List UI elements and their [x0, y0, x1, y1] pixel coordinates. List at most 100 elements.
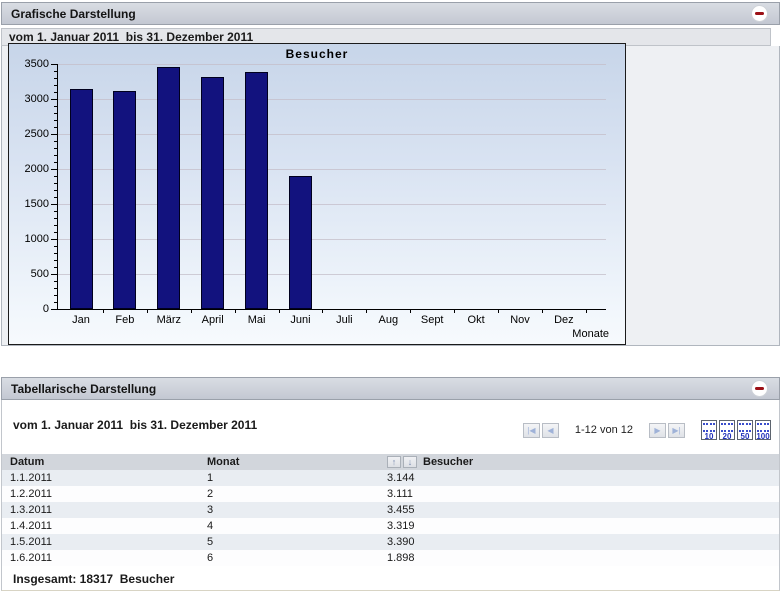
- x-axis-label-aug: Aug: [378, 314, 399, 326]
- table-panel-header: Tabellarische Darstellung: [1, 377, 780, 400]
- x-boundary-tick: [454, 309, 456, 313]
- y-minor-tick: [54, 288, 57, 289]
- y-minor-tick: [54, 232, 57, 233]
- grid-rows-icon: [757, 423, 769, 432]
- y-major-tick: [51, 64, 57, 65]
- x-boundary-tick: [498, 309, 500, 313]
- y-minor-tick: [54, 113, 57, 114]
- table-row: 1.1.2011 1 3.144: [2, 470, 779, 486]
- x-boundary-tick: [234, 309, 236, 313]
- cell-monat: 1: [207, 472, 214, 484]
- cell-datum: 1.1.2011: [10, 472, 53, 484]
- x-boundary-tick: [278, 309, 280, 313]
- graph-panel-body: Besucher Monate 0 500 1000 1500 2000 2500 3000…: [1, 43, 780, 346]
- pagination-forward-group: ▶ ▶|: [649, 422, 685, 438]
- graph-panel-title: Grafische Darstellung: [11, 6, 136, 21]
- pagination: |◀ ◀ 1-12 von 12 ▶ ▶| 10 20 50 100: [522, 420, 771, 441]
- page-size-button-10[interactable]: 10: [701, 420, 717, 441]
- table-row: 1.3.2011 3 3.455: [2, 502, 779, 518]
- table-header-row: Datum Monat ↑ ↓ Besucher: [2, 454, 779, 470]
- sort-descending-icon: ↓: [407, 457, 413, 467]
- table-panel-minimize-button[interactable]: [751, 380, 768, 397]
- table-date-range: vom 1. Januar 2011 bis 31. Dezember 2011: [13, 418, 258, 432]
- sort-ascending-button[interactable]: ↑: [387, 456, 401, 468]
- chart-xaxis-label: Monate: [572, 328, 609, 340]
- y-minor-tick: [54, 71, 57, 72]
- chart-title: Besucher: [285, 47, 349, 61]
- x-axis-label-sept: Sept: [420, 314, 444, 326]
- table-row: 1.6.2011 6 1.898: [2, 550, 779, 566]
- page-size-label: 20: [722, 432, 732, 441]
- y-major-tick: [51, 239, 57, 240]
- page-size-group: 10 20 50 100: [701, 420, 771, 441]
- cell-besucher: 3.319: [387, 520, 415, 532]
- bar-jan: [69, 89, 93, 309]
- grid-rows-icon: [739, 423, 751, 432]
- y-minor-tick: [54, 148, 57, 149]
- minus-icon: [755, 387, 764, 390]
- x-axis-line: [57, 309, 606, 310]
- x-boundary-tick: [146, 309, 148, 313]
- gridline: [57, 204, 606, 205]
- y-minor-tick: [54, 295, 57, 296]
- page-size-label: 10: [704, 432, 714, 441]
- column-header-besucher: Besucher: [423, 456, 474, 468]
- table-rows: 1.1.2011 1 3.144 1.2.2011 2 3.111 1.3.2011 3 3.4…: [2, 470, 779, 566]
- y-axis-tick-label: 1500: [24, 198, 49, 210]
- bar-mai: [245, 72, 269, 309]
- gridline: [57, 274, 606, 275]
- y-major-tick: [51, 204, 57, 205]
- y-minor-tick: [54, 211, 57, 212]
- gridline: [57, 169, 606, 170]
- total-row: Insgesamt: 18317 Besucher: [13, 572, 175, 586]
- y-axis-tick-label: 1000: [24, 233, 49, 245]
- y-minor-tick: [54, 190, 57, 191]
- table-row: 1.2.2011 2 3.111: [2, 486, 779, 502]
- y-minor-tick: [54, 127, 57, 128]
- table-panel-title: Tabellarische Darstellung: [11, 381, 157, 396]
- cell-monat: 3: [207, 504, 214, 516]
- y-axis-tick-label: 2000: [24, 163, 49, 175]
- sort-buttons: ↑ ↓: [387, 456, 417, 468]
- y-axis-tick-label: 500: [30, 268, 49, 280]
- y-major-tick: [51, 274, 57, 275]
- x-boundary-tick: [410, 309, 412, 313]
- page-size-button-50[interactable]: 50: [737, 420, 753, 441]
- y-minor-tick: [54, 141, 57, 142]
- cell-monat: 2: [207, 488, 214, 500]
- table-row: 1.4.2011 4 3.319: [2, 518, 779, 534]
- graph-date-range: vom 1. Januar 2011 bis 31. Dezember 2011: [1, 28, 771, 46]
- sort-ascending-icon: ↑: [391, 457, 397, 467]
- y-minor-tick: [54, 78, 57, 79]
- y-minor-tick: [54, 225, 57, 226]
- y-minor-tick: [54, 281, 57, 282]
- sort-descending-button[interactable]: ↓: [403, 456, 417, 468]
- cell-monat: 6: [207, 552, 214, 564]
- cell-datum: 1.5.2011: [10, 536, 53, 548]
- y-minor-tick: [54, 246, 57, 247]
- y-minor-tick: [54, 302, 57, 303]
- next-page-button[interactable]: ▶: [649, 422, 666, 438]
- cell-besucher: 3.455: [387, 504, 415, 516]
- x-axis-label-mai: Mai: [247, 314, 266, 326]
- y-axis-tick-label: 3000: [24, 93, 49, 105]
- page-size-button-100[interactable]: 100: [755, 420, 771, 441]
- minus-icon: [755, 12, 764, 15]
- cell-datum: 1.4.2011: [10, 520, 53, 532]
- last-page-button[interactable]: ▶|: [668, 422, 685, 438]
- cell-datum: 1.3.2011: [10, 504, 53, 516]
- x-boundary-tick: [190, 309, 192, 313]
- y-minor-tick: [54, 155, 57, 156]
- x-boundary-tick: [366, 309, 368, 313]
- prev-page-button[interactable]: ◀: [541, 422, 559, 438]
- first-page-button[interactable]: |◀: [522, 422, 540, 438]
- graph-panel-minimize-button[interactable]: [751, 5, 768, 22]
- gridline: [57, 99, 606, 100]
- y-minor-tick: [54, 253, 57, 254]
- bar-feb: [113, 91, 137, 309]
- page-size-label: 50: [740, 432, 750, 441]
- page-size-button-20[interactable]: 20: [719, 420, 735, 441]
- cell-besucher: 3.144: [387, 472, 415, 484]
- bar-juni: [289, 176, 312, 309]
